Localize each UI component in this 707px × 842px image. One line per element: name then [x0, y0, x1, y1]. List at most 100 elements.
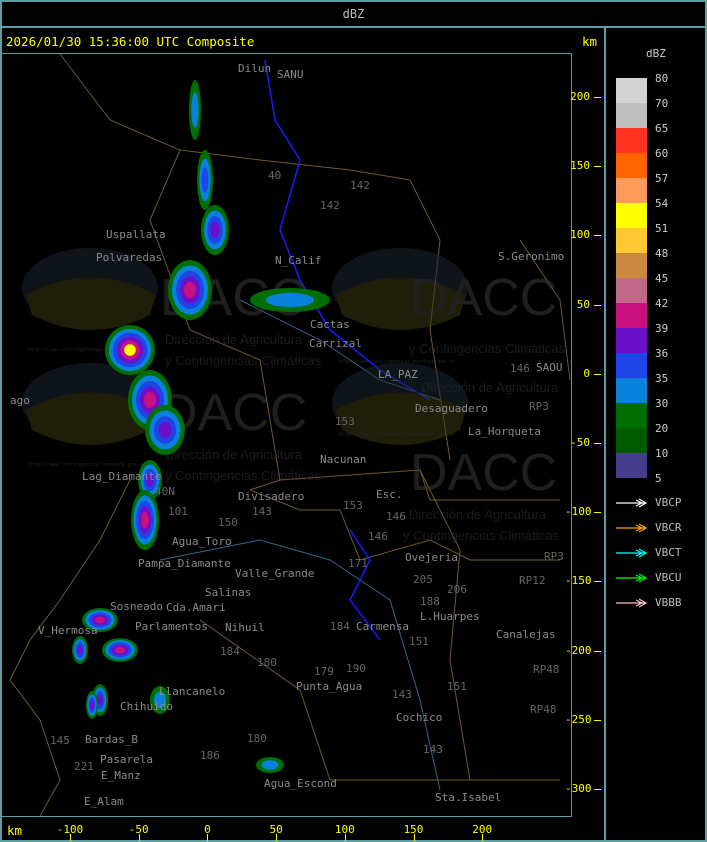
map-frame — [1, 53, 572, 817]
y-tick — [594, 97, 601, 98]
route-label: 153 — [343, 499, 363, 512]
y-tick-label: 150 — [570, 159, 590, 173]
header-bar: dBZ — [0, 0, 707, 28]
place-label: SANU — [277, 68, 304, 81]
place-label: Cactas — [310, 318, 350, 331]
route-label: 179 — [314, 665, 334, 678]
y-tick — [594, 719, 601, 721]
radar-echo — [250, 288, 330, 312]
legend-color-band — [616, 303, 647, 328]
legend-label: 20 — [655, 422, 669, 435]
legend-label: 51 — [655, 222, 669, 235]
place-label: L.Huarpes — [420, 610, 480, 623]
radar-echo — [105, 325, 155, 375]
route-label: RP48 — [533, 663, 560, 676]
y-axis-unit: km — [582, 34, 598, 49]
legend-color-band — [616, 278, 647, 303]
route-label: 145 — [50, 734, 70, 747]
radar-name: VBCP — [655, 496, 682, 509]
route-label: 180 — [247, 732, 267, 745]
place-label: Lag_Diamante — [82, 470, 161, 483]
radar-echo — [82, 608, 118, 632]
route-label: 143 — [392, 688, 412, 701]
legend-color-band — [616, 403, 647, 428]
place-label: V_Hermosa — [38, 624, 98, 637]
legend-color-band — [616, 378, 647, 403]
y-tick-label: 200 — [570, 90, 590, 103]
place-label: Cochico — [396, 711, 442, 724]
watermark-line2: y Contingencias Climáticas — [165, 353, 322, 368]
y-tick — [594, 650, 601, 652]
legend-color-band — [616, 328, 647, 353]
y-tick — [594, 581, 601, 583]
route-label: RP3 — [529, 400, 549, 413]
watermark-url: http://www.contingencias.mendoza.gov.ar — [338, 359, 455, 365]
place-label: ago — [10, 394, 30, 407]
place-label: LA_PAZ — [378, 368, 418, 381]
place-label: Ovejeria — [405, 551, 458, 564]
radar-echo — [256, 757, 284, 773]
legend-color-band — [616, 128, 647, 153]
x-tick-label: 100 — [334, 823, 355, 836]
place-label: Pasarela — [100, 753, 153, 766]
radar-echo — [138, 460, 162, 500]
radar-arrow-icon — [616, 598, 648, 608]
watermark-url: http://www.contingencias.mendoza.gov.ar — [338, 432, 455, 438]
y-tick — [594, 443, 601, 444]
radar-arrow-icon — [616, 548, 648, 558]
place-label: Sosneado — [110, 600, 163, 613]
place-label: Divisadero — [238, 490, 304, 503]
route-label: 151 — [447, 680, 467, 693]
radar-name: VBCT — [655, 546, 682, 559]
boundary-line — [419, 469, 471, 781]
radar-echo — [72, 636, 88, 664]
radar-echo — [201, 205, 229, 255]
legend-label: 48 — [655, 247, 669, 260]
place-label: E_Manz — [101, 769, 141, 782]
route-label: RP48 — [530, 703, 557, 716]
radar-echo — [189, 80, 201, 140]
boundary-line — [249, 489, 560, 561]
radar-echo — [168, 260, 212, 320]
route-label: 206 — [447, 583, 467, 596]
route-label: 171 — [348, 557, 368, 570]
route-label: 142 — [320, 199, 340, 212]
legend-color-band — [616, 203, 647, 228]
legend-color-band — [616, 153, 647, 178]
radar-arrow-icon — [616, 523, 648, 533]
route-label: 146 — [386, 510, 406, 523]
boundary-line — [519, 239, 571, 381]
route-label: 143 — [252, 505, 272, 518]
place-label: Uspallata — [106, 228, 166, 241]
legend-color-band — [616, 103, 647, 128]
y-tick-label: -200 — [565, 643, 592, 657]
boundary-line — [9, 479, 131, 817]
legend-color-band — [616, 178, 647, 203]
legend-color-band — [616, 228, 647, 253]
route-label: 150 — [218, 516, 238, 529]
x-tick-label: 50 — [269, 823, 283, 836]
lake-outline — [264, 59, 431, 641]
watermark-logo-text: DACC — [410, 269, 557, 327]
place-label: Nacunan — [320, 453, 366, 466]
radar-arrow-icon — [616, 498, 648, 508]
y-tick — [594, 235, 601, 237]
x-tick — [276, 834, 278, 841]
route-label: 143 — [423, 743, 443, 756]
watermark-line1: Dirección de Agricultura — [409, 507, 547, 522]
place-label: Punta_Agua — [296, 680, 362, 693]
y-tick-label: -100 — [565, 505, 592, 519]
route-label: RP12 — [519, 574, 546, 587]
x-tick-label: 200 — [472, 823, 493, 836]
radar-echo — [102, 638, 138, 662]
legend-color-band — [616, 428, 647, 453]
route-label: 190 — [346, 662, 366, 675]
route-label: 184 — [220, 645, 240, 658]
route-label: 153 — [335, 415, 355, 428]
legend-label: 80 — [655, 72, 669, 85]
place-label: Llancanelo — [159, 685, 225, 698]
